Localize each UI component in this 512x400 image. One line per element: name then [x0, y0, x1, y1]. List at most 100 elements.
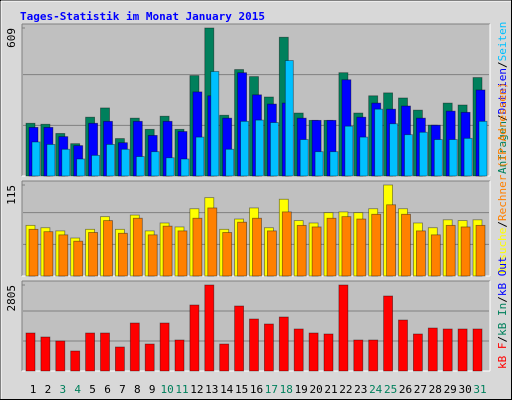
x-tick-label: 5: [89, 383, 96, 396]
x-tick-label: 8: [134, 383, 141, 396]
bar: [371, 213, 382, 277]
bar: [129, 322, 140, 372]
bar: [308, 332, 319, 372]
bar: [118, 232, 128, 277]
legend-separator: /: [496, 296, 509, 303]
x-tick-label: 17: [265, 383, 278, 396]
legend-entry: kB In: [496, 303, 509, 336]
bar: [210, 71, 220, 177]
legend-separator: /: [496, 61, 509, 68]
bar: [225, 148, 235, 177]
bar: [445, 224, 456, 277]
bar: [100, 332, 110, 372]
legend-separator: /: [496, 114, 509, 121]
bar: [418, 131, 428, 177]
legend-entry: Seiten: [496, 22, 509, 62]
bar: [368, 339, 379, 372]
x-tick-label: 14: [220, 383, 234, 396]
bar: [88, 232, 98, 277]
bar: [28, 228, 39, 277]
bar: [293, 328, 304, 372]
bar: [281, 211, 292, 277]
chart-title: Tages-Statistik im Monat January 2015: [20, 10, 265, 23]
bar: [460, 226, 471, 277]
x-tick-label: 11: [175, 383, 188, 396]
x-tick-label: 1: [30, 383, 37, 396]
bar: [177, 230, 188, 277]
x-tick-label: 27: [414, 383, 427, 396]
bar: [383, 295, 394, 372]
bar: [338, 284, 349, 372]
bar: [430, 234, 441, 277]
x-tick-label: 19: [295, 383, 308, 396]
bar: [25, 332, 36, 372]
bar: [353, 339, 364, 372]
bar: [475, 224, 486, 277]
y-tick-label: 2805: [5, 285, 18, 312]
x-tick-label: 20: [309, 383, 322, 396]
bar: [255, 119, 264, 177]
bar: [207, 207, 218, 277]
x-tick-label: 18: [280, 383, 293, 396]
bar: [61, 148, 71, 177]
x-tick-label: 25: [384, 383, 397, 396]
bar: [448, 139, 458, 177]
bar: [165, 157, 175, 177]
bar: [263, 323, 274, 372]
legend: Besuche/Rechner (IP-Adressen): [496, 82, 509, 274]
bar: [314, 151, 324, 177]
bar: [311, 226, 322, 277]
bar: [46, 144, 56, 177]
bar: [135, 156, 145, 177]
bar: [278, 316, 289, 372]
bar: [192, 217, 203, 277]
x-tick-label: 23: [354, 383, 367, 396]
bar: [150, 151, 160, 177]
y-tick-label: 115: [5, 185, 18, 205]
bar: [341, 216, 352, 277]
bar: [144, 343, 155, 372]
legend-separator: /: [496, 336, 509, 343]
legend: Anfragen/Dateien/Seiten: [496, 22, 509, 174]
bar: [386, 204, 397, 277]
bar: [427, 327, 438, 372]
x-tick-label: 3: [59, 383, 66, 396]
bar: [398, 319, 408, 372]
x-tick-label: 4: [74, 383, 81, 396]
bar: [266, 230, 277, 277]
x-tick-label: 24: [369, 383, 383, 396]
bar: [180, 158, 190, 177]
bar: [132, 217, 143, 277]
bar: [296, 224, 307, 277]
y-tick-label: 609: [5, 28, 18, 48]
legend-entry: Anfragen: [496, 121, 509, 174]
bar: [106, 144, 115, 177]
bar: [103, 220, 113, 277]
bar: [189, 304, 200, 372]
bar: [299, 139, 309, 177]
bar: [472, 328, 483, 372]
bar: [73, 240, 84, 277]
bar: [70, 350, 81, 372]
bar: [234, 305, 245, 372]
x-tick-label: 15: [235, 383, 248, 396]
legend-entry: Besuche: [496, 228, 509, 274]
bar: [115, 346, 125, 372]
legend-separator: /: [496, 221, 509, 228]
x-tick-label: 21: [324, 383, 337, 396]
bar: [463, 137, 473, 177]
x-tick-label: 2: [45, 383, 52, 396]
bar: [478, 120, 488, 177]
bar: [147, 234, 158, 277]
x-tick-label: 31: [473, 383, 486, 396]
bar: [412, 333, 423, 372]
bar: [222, 232, 233, 277]
bar: [442, 328, 453, 372]
bar: [31, 141, 41, 177]
x-tick-label: 29: [444, 383, 457, 396]
bar: [457, 328, 468, 372]
bar: [374, 108, 384, 177]
bar: [249, 318, 259, 372]
bar: [76, 158, 86, 177]
